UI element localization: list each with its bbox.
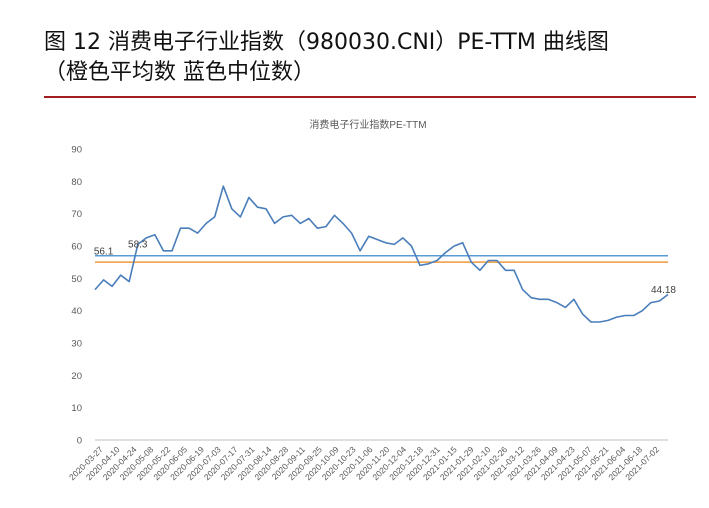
y-tick-label: 40 [71,306,82,317]
title-divider [44,96,696,98]
y-tick-label: 30 [71,339,82,350]
figure-title-line1: 图 12 消费电子行业指数（980030.CNI）PE-TTM 曲线图 [44,30,609,55]
y-tick-label: 90 [71,145,82,156]
data-label: 44.18 [651,285,676,296]
pe-ttm-line-chart: 消费电子行业指数PE-TTM 01020304050607080902020-0… [67,118,677,482]
y-tick-label: 0 [77,436,82,447]
y-tick-label: 20 [71,371,82,382]
data-label: 58.3 [128,239,148,250]
pe-ttm-series-line [94,185,669,323]
y-tick-label: 80 [71,177,82,188]
reference-lines [95,254,668,263]
chart-title: 消费电子行业指数PE-TTM [309,118,426,131]
figure-title: 图 12 消费电子行业指数（980030.CNI）PE-TTM 曲线图 （橙色平… [44,28,694,88]
y-tick-label: 50 [71,274,82,285]
series [94,185,669,323]
data-labels: 58.3 56.1 44.18 [94,239,677,296]
axes: 01020304050607080902020-03-272020-04-102… [67,145,668,482]
y-tick-label: 70 [71,209,82,220]
data-label: 56.1 [94,247,114,258]
y-tick-label: 60 [71,242,82,253]
figure-title-line2: （橙色平均数 蓝色中位数） [44,60,315,85]
y-tick-label: 10 [71,403,82,414]
